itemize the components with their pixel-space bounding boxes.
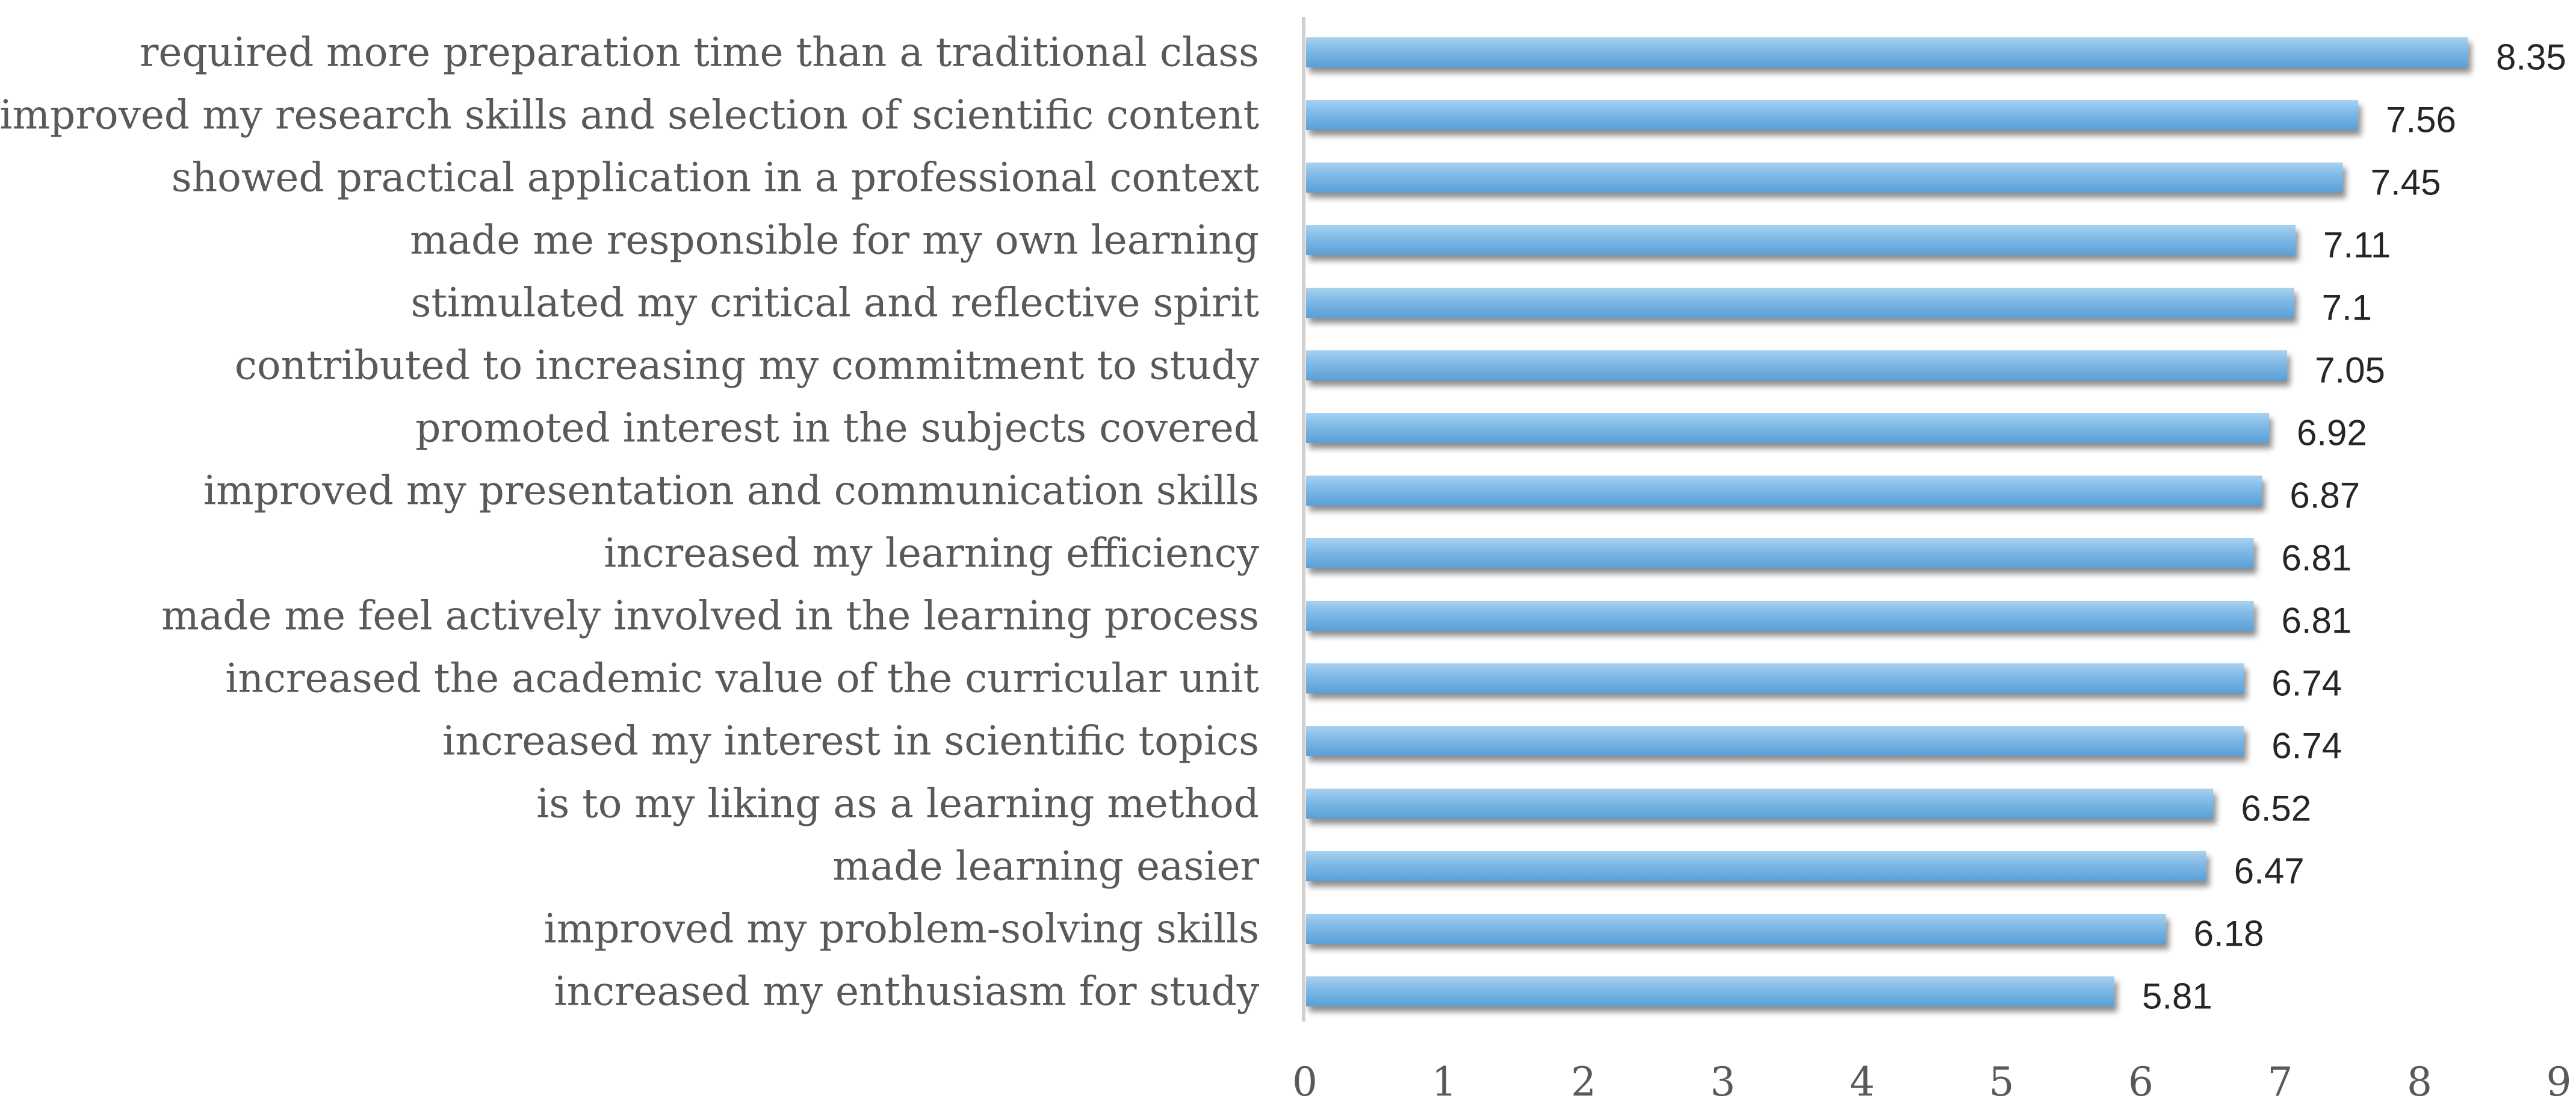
data-label: 7.45 <box>2371 163 2441 203</box>
category-label: stimulated my critical and reflective sp… <box>411 280 1259 326</box>
category-label: improved my presentation and communicati… <box>203 468 1259 514</box>
bar <box>1306 914 2166 944</box>
data-label: 8.35 <box>2496 37 2566 78</box>
category-label: increased the academic value of the curr… <box>225 656 1259 702</box>
data-label: 7.1 <box>2322 288 2372 328</box>
bar <box>1306 663 2244 693</box>
data-label: 7.05 <box>2315 350 2385 391</box>
bar <box>1306 225 2296 255</box>
category-label: increased my learning efficiency <box>604 530 1260 577</box>
x-tick-label: 8 <box>2407 1059 2432 1105</box>
category-label: promoted interest in the subjects covere… <box>415 405 1259 451</box>
bars <box>1306 37 2469 1006</box>
data-label: 7.56 <box>2386 100 2456 140</box>
data-label: 6.47 <box>2234 851 2305 891</box>
data-label: 6.92 <box>2297 413 2367 453</box>
category-label: increased my interest in scientific topi… <box>442 718 1259 764</box>
bar <box>1306 100 2359 130</box>
data-label: 6.81 <box>2282 601 2352 641</box>
data-label: 5.81 <box>2142 976 2212 1017</box>
data-label: 6.52 <box>2241 789 2311 829</box>
x-tick-label: 2 <box>1571 1059 1596 1105</box>
category-label: improved my research skills and selectio… <box>0 92 1259 138</box>
x-axis-tick-labels: 0 1 2 3 4 5 6 7 8 9 <box>1292 1059 2572 1105</box>
x-tick-label: 9 <box>2547 1059 2572 1105</box>
category-label: made me responsible for my own learning <box>410 217 1259 264</box>
bar <box>1306 538 2254 568</box>
category-label: contributed to increasing my commitment … <box>235 343 1260 389</box>
category-label: increased my enthusiasm for study <box>554 969 1259 1015</box>
data-label: 7.11 <box>2323 225 2391 265</box>
value-labels: 8.35 7.56 7.45 7.11 7.1 7.05 6.92 6.87 6.81 6.81 6… <box>2142 37 2566 1017</box>
x-tick-label: 5 <box>1989 1059 2014 1105</box>
x-tick-label: 1 <box>1432 1059 1457 1105</box>
x-tick-label: 7 <box>2268 1059 2293 1105</box>
bar <box>1306 476 2262 506</box>
data-label: 6.74 <box>2271 726 2342 766</box>
x-tick-label: 4 <box>1850 1059 1875 1105</box>
bar <box>1306 789 2214 819</box>
category-label: required more preparation time than a tr… <box>140 29 1259 76</box>
category-label: is to my liking as a learning method <box>536 781 1259 827</box>
category-label: showed practical application in a profes… <box>172 155 1259 201</box>
data-label: 6.81 <box>2282 538 2352 578</box>
x-tick-label: 0 <box>1292 1059 1317 1105</box>
bar <box>1306 37 2469 67</box>
data-label: 6.87 <box>2290 476 2360 516</box>
x-tick-label: 3 <box>1711 1059 1736 1105</box>
data-label: 6.18 <box>2194 914 2264 954</box>
bar <box>1306 350 2288 380</box>
category-labels: required more preparation time than a tr… <box>0 29 1260 1015</box>
data-label: 6.74 <box>2271 663 2342 704</box>
bar <box>1306 976 2115 1006</box>
bar <box>1306 851 2206 881</box>
category-label: made me feel actively involved in the le… <box>161 593 1259 639</box>
category-label: improved my problem-solving skills <box>544 906 1259 952</box>
x-tick-label: 6 <box>2128 1059 2153 1105</box>
bar <box>1306 288 2294 318</box>
category-label: made learning easier <box>832 843 1259 890</box>
bar <box>1306 163 2343 193</box>
bar <box>1306 413 2269 443</box>
bar <box>1306 726 2244 756</box>
bar <box>1306 601 2254 631</box>
